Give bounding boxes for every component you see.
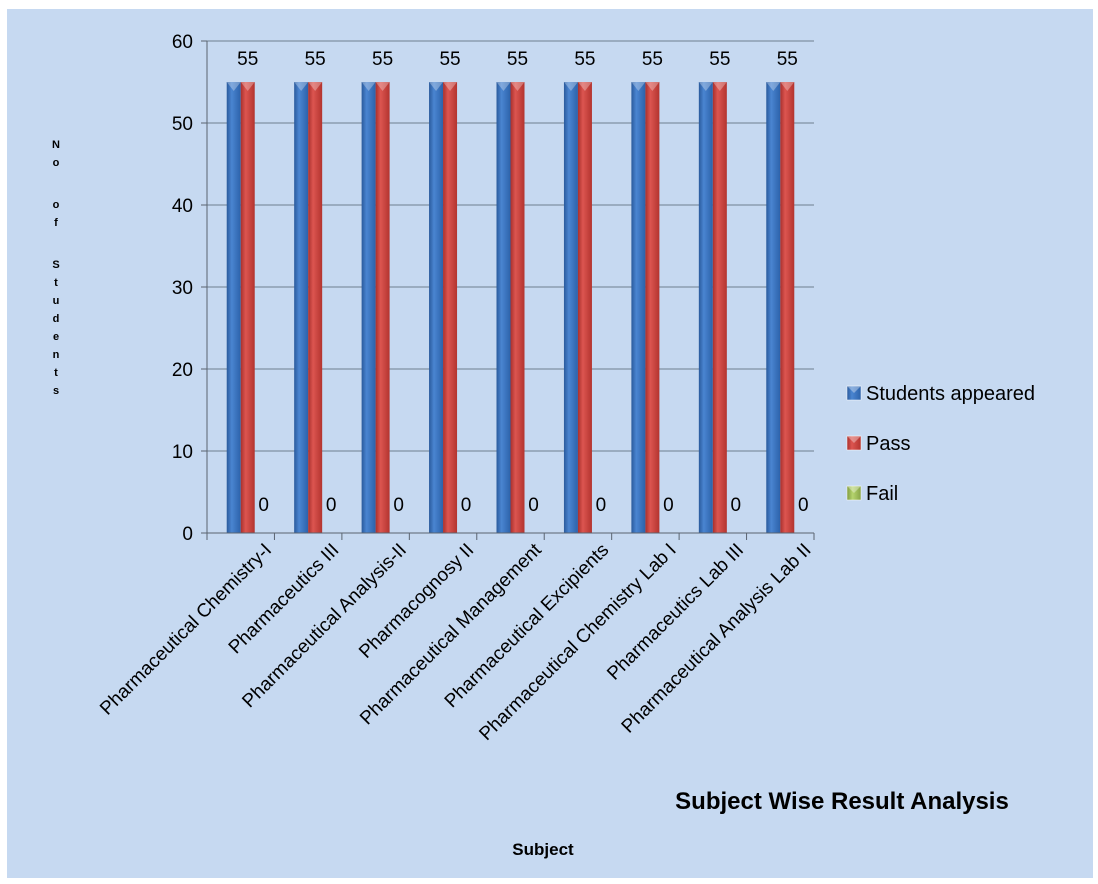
bar-top-bevel — [240, 82, 255, 91]
bar-students-appeared — [563, 82, 578, 533]
bar-top-bevel — [429, 82, 444, 91]
data-label-bottom: 0 — [528, 495, 539, 516]
y-tick-label: 50 — [172, 114, 193, 135]
legend-swatch — [846, 485, 862, 501]
bar-top-bevel — [294, 82, 309, 91]
data-label-top: 55 — [237, 49, 258, 70]
bar-students-appeared — [766, 82, 781, 533]
legend-swatch-bevel — [847, 486, 861, 493]
bar-pass — [443, 82, 458, 533]
bar-students-appeared — [226, 82, 241, 533]
data-label-top: 55 — [439, 49, 460, 70]
bar-top-bevel — [577, 82, 592, 91]
legend-swatch-bevel — [847, 436, 861, 443]
bar-students-appeared — [496, 82, 511, 533]
y-axis-title-letter: o — [52, 199, 60, 211]
data-label-bottom: 0 — [596, 495, 607, 516]
data-label-bottom: 0 — [326, 495, 337, 516]
bar-pass — [375, 82, 390, 533]
legend: Students appeared Pass Fail — [846, 383, 1035, 505]
bar-pass — [645, 82, 660, 533]
bar-students-appeared — [294, 82, 309, 533]
y-axis-title-letter: o — [52, 157, 60, 169]
data-label-top: 55 — [507, 49, 528, 70]
bar-pass — [577, 82, 592, 533]
bar-top-bevel — [308, 82, 323, 91]
y-axis-title-letter: t — [54, 367, 58, 379]
y-tick-label: 0 — [182, 524, 193, 545]
y-axis-title-letter: s — [52, 385, 60, 397]
data-label-top: 55 — [305, 49, 326, 70]
x-tick-label: Pharmacognosy II — [355, 540, 478, 663]
bar-top-bevel — [226, 82, 241, 91]
y-axis-title-letter: d — [52, 313, 60, 325]
data-label-bottom: 0 — [461, 495, 472, 516]
bar-students-appeared — [361, 82, 376, 533]
bar-pass — [510, 82, 525, 533]
data-label-bottom: 0 — [731, 495, 742, 516]
bar-top-bevel — [698, 82, 713, 91]
y-tick-label: 40 — [172, 196, 193, 217]
y-axis-title-letter: S — [52, 259, 60, 271]
bar-top-bevel — [510, 82, 525, 91]
y-tick-label: 20 — [172, 360, 193, 381]
bar-top-bevel — [563, 82, 578, 91]
bar-top-bevel — [766, 82, 781, 91]
y-tick-label: 60 — [172, 32, 193, 53]
legend-swatch — [846, 385, 862, 401]
bar-pass — [712, 82, 727, 533]
legend-swatch-bevel — [847, 386, 861, 393]
bar-pass — [240, 82, 255, 533]
y-axis-title-letter: e — [52, 331, 60, 343]
bar-pass — [308, 82, 323, 533]
data-label-bottom: 0 — [798, 495, 809, 516]
y-axis-title-letter: N — [52, 139, 60, 151]
y-tick-label: 30 — [172, 278, 193, 299]
y-tick-label: 10 — [172, 442, 193, 463]
bar-top-bevel — [375, 82, 390, 91]
x-axis-title: Subject — [512, 840, 574, 859]
legend-label: Fail — [866, 483, 898, 505]
bar-top-bevel — [645, 82, 660, 91]
bar-top-bevel — [712, 82, 727, 91]
data-label-top: 55 — [709, 49, 730, 70]
axes — [201, 40, 815, 540]
legend-swatch — [846, 435, 862, 451]
bar-students-appeared — [631, 82, 646, 533]
bar-pass — [780, 82, 795, 533]
bar-top-bevel — [443, 82, 458, 91]
data-label-top: 55 — [642, 49, 663, 70]
chart-area: 0 10 20 30 40 50 60 55 0 Pharmaceutical Chemistry… — [7, 9, 1093, 878]
y-axis-title-letter: u — [52, 295, 60, 307]
y-axis-title-letter: n — [52, 349, 60, 361]
data-label-bottom: 0 — [663, 495, 674, 516]
bar-top-bevel — [780, 82, 795, 91]
bar-students-appeared — [698, 82, 713, 533]
chart-title: Subject Wise Result Analysis — [675, 788, 1009, 815]
bars — [226, 82, 795, 533]
bar-top-bevel — [496, 82, 511, 91]
data-label-top: 55 — [574, 49, 595, 70]
x-tick-label: Pharmaceutics Lab III — [603, 540, 748, 685]
data-label-bottom: 0 — [393, 495, 404, 516]
y-axis-title-letter: f — [54, 217, 58, 229]
data-label-top: 55 — [777, 49, 798, 70]
bar-students-appeared — [429, 82, 444, 533]
bar-top-bevel — [361, 82, 376, 91]
bar-top-bevel — [631, 82, 646, 91]
legend-label: Pass — [866, 433, 910, 455]
data-label-top: 55 — [372, 49, 393, 70]
legend-label: Students appeared — [866, 383, 1035, 405]
y-axis-title-letter: t — [54, 277, 58, 289]
data-label-bottom: 0 — [258, 495, 269, 516]
